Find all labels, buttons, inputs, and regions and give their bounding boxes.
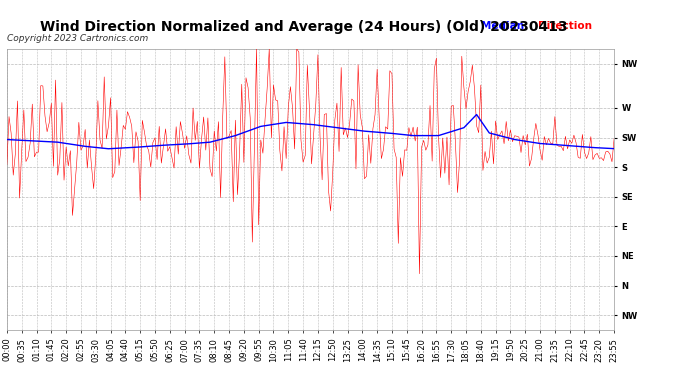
Text: Direction: Direction [538, 21, 592, 31]
Text: Copyright 2023 Cartronics.com: Copyright 2023 Cartronics.com [7, 34, 148, 43]
Text: Median: Median [480, 21, 524, 31]
Text: Wind Direction Normalized and Average (24 Hours) (Old) 20230413: Wind Direction Normalized and Average (2… [40, 20, 567, 34]
